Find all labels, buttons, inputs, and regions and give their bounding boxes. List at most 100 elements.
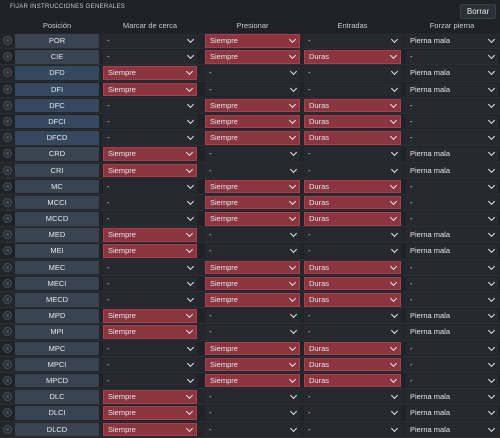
press-select[interactable]: Siempre [205,276,300,291]
settings-icon[interactable] [3,149,12,159]
foot-select[interactable]: - [406,98,498,113]
settings-icon[interactable] [3,214,12,224]
foot-select[interactable]: Pierna mala [406,244,498,258]
settings-icon[interactable] [3,278,12,288]
press-select[interactable]: Siempre [205,131,300,145]
mark-select[interactable]: Siempre [103,244,197,258]
tackle-select[interactable]: - [304,66,401,80]
mark-select[interactable]: - [103,276,197,291]
press-select[interactable]: - [205,406,300,420]
foot-select[interactable]: Pierna mala [406,406,498,420]
mark-select[interactable]: Siempre [103,66,197,80]
settings-icon[interactable] [3,36,12,45]
foot-select[interactable]: - [406,131,498,145]
settings-icon[interactable] [3,165,12,175]
tackle-select[interactable]: - [304,34,401,48]
press-select[interactable]: - [205,163,300,177]
foot-select[interactable]: Pierna mala [406,325,498,339]
mark-select[interactable]: Siempre [103,228,197,242]
tackle-select[interactable]: - [304,422,401,436]
foot-select[interactable]: Pierna mala [406,309,498,323]
press-select[interactable]: Siempre [205,114,300,129]
settings-icon[interactable] [3,424,12,434]
settings-icon[interactable] [3,262,12,272]
foot-select[interactable]: - [406,260,498,275]
tackle-select[interactable]: - [304,309,401,323]
mark-select[interactable]: - [103,34,197,48]
foot-select[interactable]: Pierna mala [406,147,498,161]
settings-icon[interactable] [3,311,12,321]
foot-select[interactable]: Pierna mala [406,228,498,242]
mark-select[interactable]: Siempre [103,82,197,97]
press-select[interactable]: - [205,309,300,323]
mark-select[interactable]: - [103,357,197,372]
foot-select[interactable]: Pierna mala [406,34,498,48]
press-select[interactable]: Siempre [205,260,300,275]
tackle-select[interactable]: Duras [304,195,401,210]
mark-select[interactable]: - [103,293,197,307]
foot-select[interactable]: - [406,357,498,372]
foot-select[interactable]: - [406,195,498,210]
tackle-select[interactable]: Duras [304,98,401,113]
mark-select[interactable]: - [103,195,197,210]
mark-select[interactable]: - [103,179,197,194]
tackle-select[interactable]: - [304,325,401,339]
settings-icon[interactable] [3,197,12,207]
foot-select[interactable]: - [406,293,498,307]
tackle-select[interactable]: Duras [304,179,401,194]
foot-select[interactable]: Pierna mala [406,163,498,177]
foot-select[interactable]: - [406,276,498,291]
tackle-select[interactable]: - [304,163,401,177]
settings-icon[interactable] [3,375,12,385]
tackle-select[interactable]: - [304,390,401,404]
press-select[interactable]: Siempre [205,179,300,194]
mark-select[interactable]: - [103,341,197,356]
settings-icon[interactable] [3,116,12,126]
foot-select[interactable]: - [406,341,498,356]
foot-select[interactable]: - [406,50,498,64]
press-select[interactable]: Siempre [205,357,300,372]
tackle-select[interactable]: Duras [304,131,401,145]
foot-select[interactable]: Pierna mala [406,390,498,404]
mark-select[interactable]: Siempre [103,390,197,404]
settings-icon[interactable] [3,343,12,353]
press-select[interactable]: - [205,244,300,258]
settings-icon[interactable] [3,327,12,337]
press-select[interactable]: - [205,228,300,242]
settings-icon[interactable] [3,84,12,94]
tackle-select[interactable]: Duras [304,373,401,388]
mark-select[interactable]: Siempre [103,406,197,420]
tackle-select[interactable]: - [304,406,401,420]
mark-select[interactable]: Siempre [103,147,197,161]
press-select[interactable]: - [205,147,300,161]
tackle-select[interactable]: - [304,82,401,97]
tackle-select[interactable]: Duras [304,260,401,275]
tackle-select[interactable]: Duras [304,50,401,64]
settings-icon[interactable] [3,359,12,369]
mark-select[interactable]: - [103,131,197,145]
settings-icon[interactable] [3,295,12,304]
press-select[interactable]: Siempre [205,50,300,64]
press-select[interactable]: Siempre [205,195,300,210]
mark-select[interactable]: - [103,260,197,275]
press-select[interactable]: - [205,66,300,80]
mark-select[interactable]: Siempre [103,325,197,339]
press-select[interactable]: Siempre [205,373,300,388]
settings-icon[interactable] [3,68,12,78]
foot-select[interactable]: Pierna mala [406,422,498,436]
press-select[interactable]: Siempre [205,293,300,307]
foot-select[interactable]: Pierna mala [406,82,498,97]
mark-select[interactable]: Siempre [103,163,197,177]
press-select[interactable]: Siempre [205,34,300,48]
mark-select[interactable]: Siempre [103,309,197,323]
tackle-select[interactable]: Duras [304,357,401,372]
settings-icon[interactable] [3,392,12,402]
tackle-select[interactable]: - [304,244,401,258]
settings-icon[interactable] [3,230,12,240]
settings-icon[interactable] [3,246,12,256]
foot-select[interactable]: Pierna mala [406,66,498,80]
tackle-select[interactable]: Duras [304,293,401,307]
mark-select[interactable]: - [103,373,197,388]
mark-select[interactable]: - [103,50,197,64]
tackle-select[interactable]: - [304,228,401,242]
